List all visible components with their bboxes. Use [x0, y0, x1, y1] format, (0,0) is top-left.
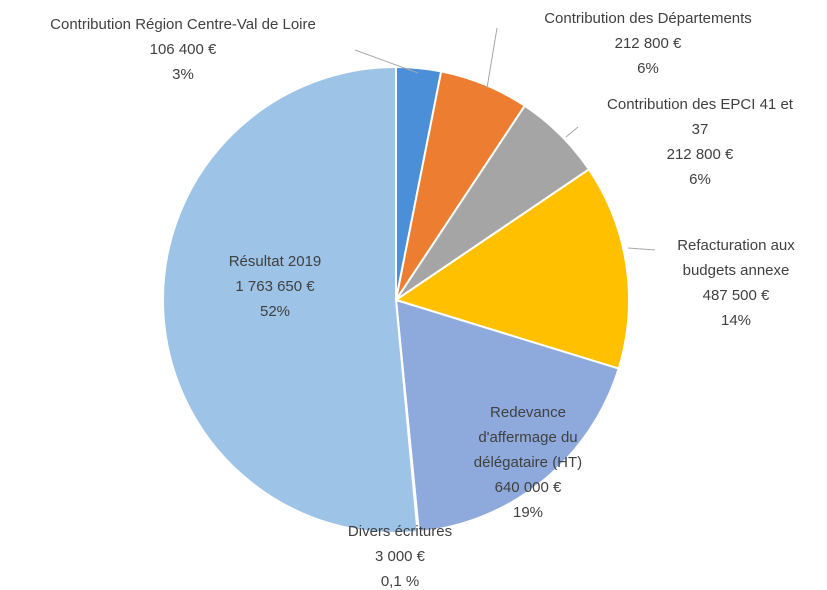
slice-percent: 3%	[172, 66, 194, 83]
slice-value: 106 400 €	[149, 41, 217, 58]
slice-name: Refacturation aux budgets annexe	[677, 237, 795, 279]
slice-name: Contribution Région Centre-Val de Loire	[50, 16, 316, 33]
slice-name: Divers écritures	[347, 523, 453, 540]
leader-line	[565, 126, 579, 138]
slice-label: Résultat 2019 1 763 650 € 52%	[175, 249, 375, 324]
slice-percent: 52%	[259, 303, 291, 320]
pie-slice	[394, 298, 620, 533]
leader-line	[627, 247, 656, 251]
slice-label: Divers écritures 3 000 € 0,1 %	[300, 519, 500, 590]
slice-percent: 14%	[720, 312, 752, 329]
slice-value: 487 500 €	[702, 287, 770, 304]
slice-name: Redevance d'affermage du délégataire (HT…	[473, 404, 583, 471]
slice-value: 1 763 650 €	[235, 278, 315, 295]
slice-percent: 6%	[689, 171, 711, 188]
leader-line	[354, 49, 419, 74]
slice-name: Résultat 2019	[228, 253, 322, 270]
slice-percent: 19%	[512, 504, 544, 521]
slice-percent: 0,1 %	[380, 573, 420, 590]
slice-value: 3 000 €	[374, 548, 426, 565]
slice-label: Contribution des EPCI 41 et 37 212 800 € 6…	[605, 92, 795, 192]
slice-value: 212 800 €	[666, 146, 734, 163]
slice-label: Refacturation aux budgets annexe 487 500 …	[659, 233, 814, 333]
slice-name: Contribution des Départements	[544, 10, 752, 27]
slice-label: Contribution Région Centre-Val de Loire 1…	[0, 12, 373, 87]
slice-label: Contribution des Départements 212 800 € 6%	[498, 6, 798, 81]
slice-value: 640 000 €	[494, 479, 562, 496]
slice-percent: 6%	[637, 60, 659, 77]
pie-slice	[162, 65, 419, 534]
leader-line	[486, 27, 498, 89]
slice-label: Redevance d'affermage du délégataire (HT…	[461, 400, 596, 525]
pie-slice	[393, 167, 630, 370]
slice-value: 212 800 €	[614, 35, 682, 52]
slice-name: Contribution des EPCI 41 et 37	[607, 96, 793, 138]
